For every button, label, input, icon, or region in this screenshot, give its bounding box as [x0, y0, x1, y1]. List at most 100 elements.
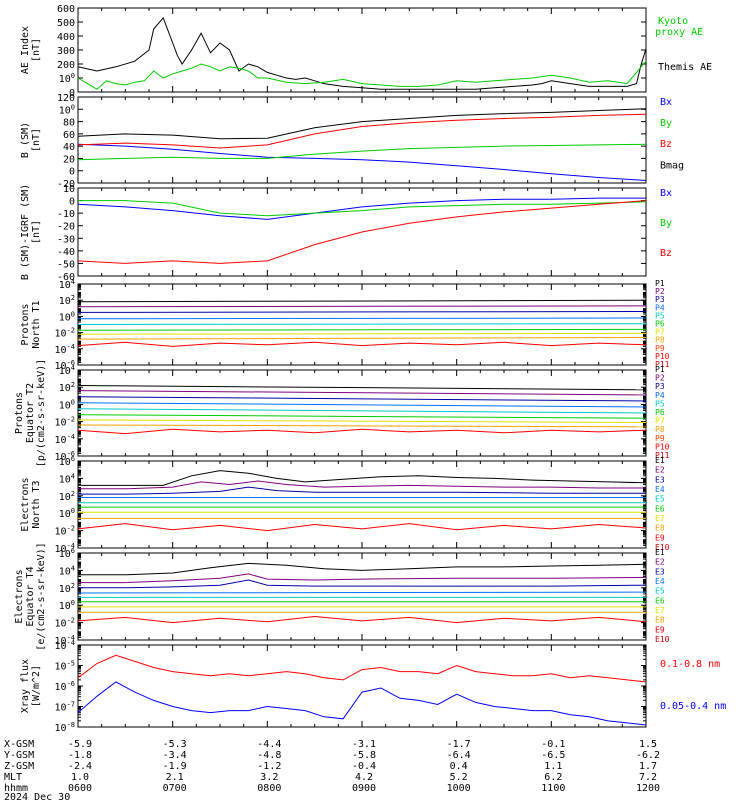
y-axis-label: Protons: [14, 392, 25, 434]
y-tick-label: 104: [59, 564, 75, 577]
x-axis-value: 0.4: [450, 761, 468, 772]
x-axis-value: -5.3: [163, 739, 187, 750]
series-line-p4: [77, 402, 647, 408]
series-line-0-05-0-4-nm: [77, 681, 647, 726]
panel-3: -60 -50-40 -30-20 -100 10 B (SM)-IGRF (SM) [nT…: [20, 184, 672, 283]
y-tick-label: -60: [57, 272, 75, 283]
legend-entry: E8: [655, 524, 665, 533]
y-tick-label: 60: [63, 130, 75, 141]
y-axis-label: [nT]: [31, 220, 42, 244]
x-axis-date: 2024 Dec 30: [4, 792, 70, 800]
y-tick-label: 106: [59, 547, 75, 560]
legend-entry: Bz: [660, 139, 672, 150]
x-axis-value: -3.4: [163, 750, 187, 761]
x-axis-value: -1.9: [163, 761, 187, 772]
y-tick-label: 100: [59, 507, 75, 520]
series-line-e3: [78, 579, 647, 589]
y-axis-label: AE Index: [20, 26, 31, 74]
series-line-p3: [77, 396, 647, 402]
y-tick-label: 500: [57, 18, 75, 29]
x-axis-value: 1100: [541, 783, 565, 794]
y-tick-label: 10-2: [55, 416, 75, 429]
y-tick-label: 10-2: [55, 525, 75, 538]
y-tick-label: 10-2: [55, 617, 75, 630]
y-tick-label: -20: [57, 179, 75, 190]
x-axis-value: 6.2: [544, 772, 562, 783]
legend-entry: P7: [655, 328, 665, 337]
y-tick-label: 10-5: [55, 660, 75, 673]
y-tick-label: 0: [69, 167, 75, 178]
legend-entry: E8: [655, 616, 665, 625]
legend-entry: E9: [655, 625, 665, 634]
series-line-0-1-0-8-nm: [77, 654, 647, 683]
legend-entry: E4: [655, 485, 665, 494]
y-tick-label: 10-6: [55, 680, 75, 693]
y-tick-label: 100: [59, 103, 75, 116]
y-tick-label: 102: [59, 582, 75, 595]
legend-entry: P1: [655, 365, 665, 374]
legend-entry: P4: [655, 391, 665, 400]
y-tick-label: 102: [59, 490, 75, 503]
series-line-bz: [77, 200, 647, 264]
x-axis-row-label: MLT: [4, 772, 22, 783]
panel-8: 10-8 10-7 10-6 10-5 10-4 Xray flux [W/m^2] 0.1-…: [20, 639, 726, 734]
x-axis-value: 7.2: [639, 772, 657, 783]
y-tick-label: 0: [69, 88, 75, 99]
legend-entry: P10: [655, 442, 670, 451]
y-tick-label: 10-6: [55, 450, 75, 463]
panel-frame: [77, 96, 647, 184]
series-line-p7: [77, 332, 647, 335]
x-axis-value: 1.7: [639, 761, 657, 772]
y-tick-label: 0: [69, 197, 75, 208]
legend-entry: Bx: [660, 188, 672, 199]
x-axis-value: 0800: [257, 783, 281, 794]
x-axis-value: -0.1: [541, 739, 565, 750]
legend-entry: E7: [655, 514, 665, 523]
y-tick-label: 10-7: [55, 701, 75, 714]
y-tick-label: 10-2: [55, 327, 75, 340]
series-line-p9: [77, 341, 647, 347]
series-line-e4: [77, 591, 647, 594]
x-axis-value: -5.9: [68, 739, 92, 750]
legend-entry: E5: [655, 495, 665, 504]
y-tick-label: 10-4: [55, 634, 75, 647]
y-axis-label: Equator T2: [25, 383, 36, 443]
y-tick-label: 102: [59, 294, 75, 307]
y-axis-label: Equator T4: [25, 566, 36, 626]
y-tick-label: -50: [57, 259, 75, 270]
y-tick-label: 10-4: [55, 542, 75, 555]
x-axis-value: -6.5: [541, 750, 565, 761]
x-axis-value: 2.1: [166, 772, 184, 783]
y-tick-label: 120: [57, 93, 75, 104]
panel-7: 10-4 10-2 100 102 104 106 Electrons Equator T4[…: [14, 542, 670, 650]
panel-frame: [77, 7, 647, 93]
panel-frame: [77, 369, 647, 457]
series-line-p7: [77, 419, 647, 423]
x-axis-value: -1.7: [447, 739, 471, 750]
legend-entry: P8: [655, 425, 665, 434]
legend-entry: P1: [655, 279, 665, 288]
y-axis-label: [e/(cm2-s-sr-keV)]: [36, 542, 47, 650]
y-tick-label: 100: [59, 72, 75, 85]
legend-entry: E9: [655, 533, 665, 542]
legend-entry: P6: [655, 320, 665, 329]
legend-entry: E4: [655, 577, 665, 586]
series-line-p8: [77, 424, 647, 428]
legend-entry: E10: [655, 543, 670, 552]
x-axis-value: 1.1: [544, 761, 562, 772]
y-tick-label: 10-6: [55, 359, 75, 372]
y-tick-label: 600: [57, 4, 75, 15]
legend-entry: E1: [655, 456, 665, 465]
series-line-e2: [78, 480, 646, 490]
y-axis-label: Electrons: [14, 569, 25, 623]
y-tick-label: 100: [59, 310, 75, 323]
legend-entry: P5: [655, 311, 665, 320]
legend-entry: P10: [655, 352, 670, 361]
y-axis-label: Protons: [20, 303, 31, 345]
x-axis-row-label: hhmm: [4, 783, 28, 794]
series-line-p1: [77, 299, 647, 303]
y-tick-label: -10: [57, 209, 75, 220]
series-line-e3: [78, 486, 646, 495]
